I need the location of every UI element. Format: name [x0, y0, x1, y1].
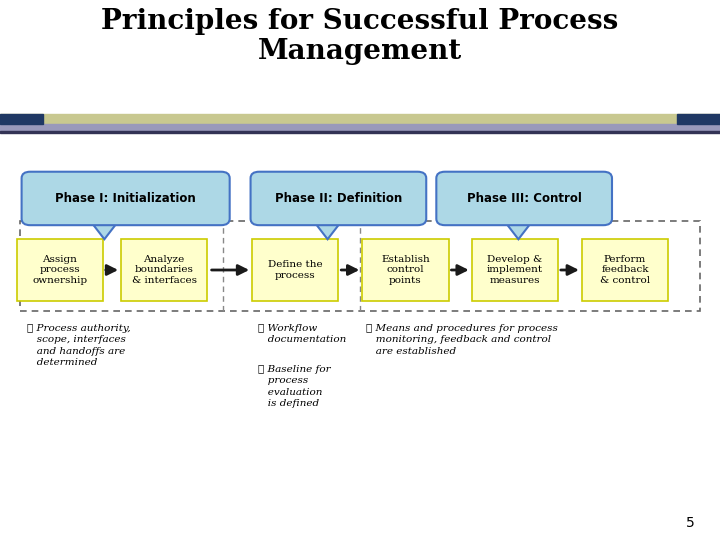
Polygon shape [312, 219, 343, 239]
Text: Analyze
boundaries
& interfaces: Analyze boundaries & interfaces [132, 255, 197, 285]
Text: Phase III: Control: Phase III: Control [467, 192, 582, 205]
Text: Management: Management [258, 38, 462, 65]
Text: Establish
control
points: Establish control points [381, 255, 430, 285]
Text: Develop &
implement
measures: Develop & implement measures [487, 255, 543, 285]
Text: ❖ Means and procedures for process
   monitoring, feedback and control
   are es: ❖ Means and procedures for process monit… [366, 324, 557, 356]
Bar [17, 239, 103, 301]
Bar [582, 239, 668, 301]
Text: 5: 5 [686, 516, 695, 530]
FancyBboxPatch shape [22, 172, 230, 225]
Bar [0, 131, 720, 133]
FancyBboxPatch shape [251, 172, 426, 225]
Bar [20, 221, 700, 310]
Text: ❖ Workflow
   documentation: ❖ Workflow documentation [258, 324, 346, 345]
Text: Principles for Successful Process: Principles for Successful Process [102, 8, 618, 35]
Text: Phase I: Initialization: Phase I: Initialization [55, 192, 196, 205]
Bar [0, 114, 43, 124]
Bar [677, 114, 720, 124]
Text: Perform
feedback
& control: Perform feedback & control [600, 255, 650, 285]
Bar [362, 239, 449, 301]
Text: ❖ Baseline for
   process
   evaluation
   is defined: ❖ Baseline for process evaluation is def… [258, 365, 330, 408]
Text: Phase II: Definition: Phase II: Definition [275, 192, 402, 205]
Text: ❖ Process authority,
   scope, interfaces
   and handoffs are
   determined: ❖ Process authority, scope, interfaces a… [27, 324, 131, 367]
Text: Assign
process
ownership: Assign process ownership [32, 255, 87, 285]
FancyBboxPatch shape [436, 172, 612, 225]
Polygon shape [89, 219, 120, 239]
Bar [472, 239, 558, 301]
Text: Define the
process: Define the process [268, 260, 323, 280]
Bar [252, 239, 338, 301]
Bar [0, 124, 720, 131]
Bar [121, 239, 207, 301]
Polygon shape [503, 219, 534, 239]
Bar [0, 114, 720, 124]
